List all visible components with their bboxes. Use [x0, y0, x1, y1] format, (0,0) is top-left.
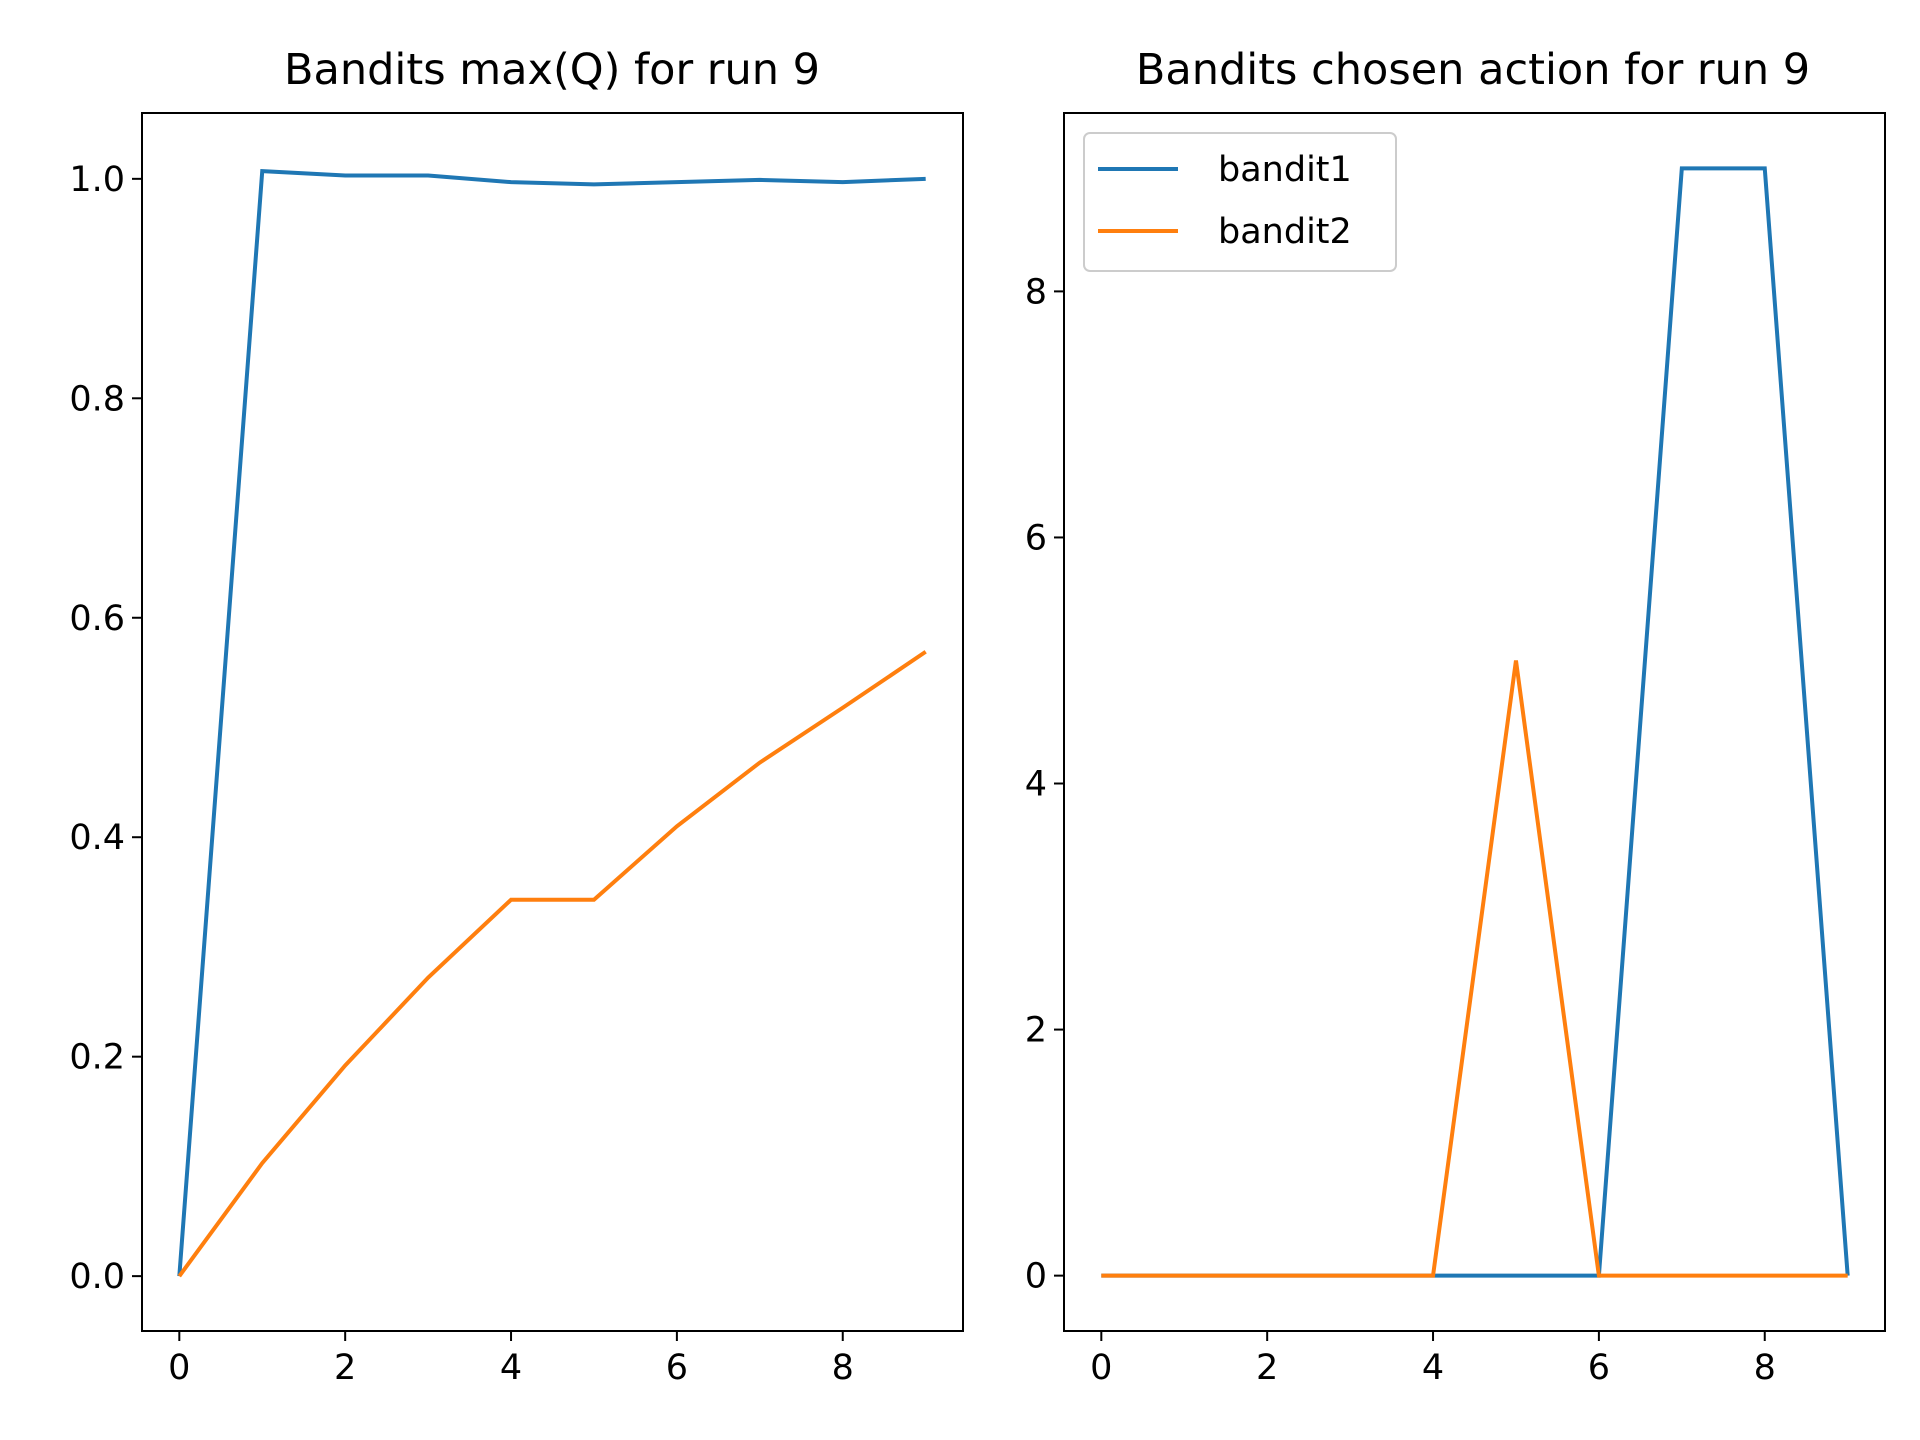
series-lines	[1101, 166, 1850, 1278]
x-tick-label: 6	[1588, 1348, 1610, 1388]
series-lines	[177, 169, 927, 1278]
series-line-1	[177, 169, 926, 1277]
legend-label: bandit2	[1218, 212, 1352, 252]
x-tick-label: 4	[500, 1348, 522, 1388]
legend: bandit1 bandit2	[1083, 132, 1397, 272]
chart-title: Bandits chosen action for run 9	[1136, 45, 1810, 95]
x-tick-label: 6	[666, 1348, 688, 1388]
y-tick-label: 0.4	[69, 818, 125, 858]
chart-chosen-action: Bandits chosen action for run 9 0 2 4 6 8 0 2 4…	[1025, 45, 1886, 1388]
y-tick-label: 0.6	[69, 599, 125, 639]
y-tick-label: 0.8	[69, 379, 125, 419]
chart-max-q: Bandits max(Q) for run 9 0 2 4 6 80.00.20.40…	[69, 45, 964, 1388]
series-line-bandit1	[1101, 166, 1850, 1278]
series-line-2	[177, 650, 927, 1278]
y-tick-label: 2	[1025, 1011, 1047, 1051]
axis-ticks: 0 2 4 6 8 0.0 0.2 0.4 0.6 0.8 1.0	[69, 160, 854, 1388]
legend-label: bandit1	[1218, 150, 1352, 190]
y-tick-label: 6	[1025, 518, 1047, 558]
x-tick-label: 8	[1754, 1348, 1776, 1388]
x-tick-label: 2	[334, 1348, 356, 1388]
x-tick-label: 2	[1256, 1348, 1278, 1388]
series-line-bandit2	[1101, 660, 1848, 1278]
y-tick-label: 1.0	[69, 160, 125, 200]
plot-frame	[1063, 112, 1886, 1332]
plot-frame	[141, 112, 964, 1332]
y-tick-label: 4	[1025, 765, 1047, 805]
axis-ticks: 0 2 4 6 8 0 2 4 6 8	[1025, 272, 1776, 1388]
y-tick-label: 0	[1025, 1257, 1047, 1297]
x-tick-label: 0	[168, 1348, 190, 1388]
x-tick-label: 4	[1422, 1348, 1444, 1388]
y-tick-label: 8	[1025, 272, 1047, 312]
chart-title: Bandits max(Q) for run 9	[284, 45, 820, 95]
x-tick-label: 8	[832, 1348, 854, 1388]
y-tick-label: 0.0	[69, 1257, 125, 1297]
y-tick-label: 0.2	[69, 1038, 125, 1078]
x-tick-label: 0	[1090, 1348, 1112, 1388]
